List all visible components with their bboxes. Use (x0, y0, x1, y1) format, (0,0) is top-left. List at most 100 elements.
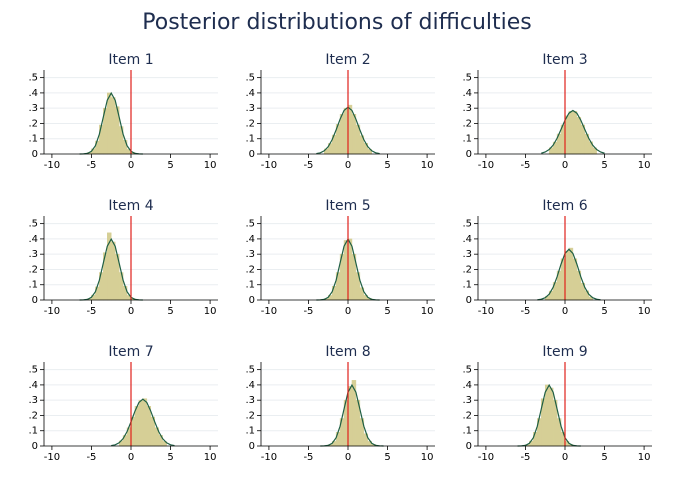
y-tick-label: .4 (462, 380, 472, 391)
y-tick-label: .1 (28, 280, 38, 291)
density-line (79, 91, 143, 155)
x-tick-label: 5 (601, 160, 607, 171)
x-tick-label: 0 (128, 452, 134, 463)
y-tick-label: .2 (245, 410, 255, 421)
histogram-bar (568, 110, 574, 155)
histogram-bar (351, 114, 357, 155)
y-tick-label: .3 (245, 103, 255, 114)
y-tick-label: .2 (28, 410, 38, 421)
x-tick-label: 5 (167, 306, 173, 317)
histogram-bar (110, 97, 116, 155)
x-tick-label: -10 (261, 306, 277, 317)
chart-title: Posterior distributions of difficulties (142, 10, 531, 35)
y-tick-label: .4 (245, 380, 255, 391)
y-tick-label: .5 (462, 73, 472, 84)
x-tick-label: 10 (421, 452, 434, 463)
histogram-bar (568, 247, 574, 301)
x-tick-label: 5 (384, 306, 390, 317)
x-tick-label: 5 (167, 160, 173, 171)
x-tick-label: -10 (44, 160, 60, 171)
x-tick-label: -10 (478, 160, 494, 171)
x-tick-label: 10 (638, 160, 651, 171)
x-tick-label: -5 (86, 160, 96, 171)
histogram-bar (146, 406, 152, 447)
x-tick-label: 10 (204, 306, 217, 317)
histogram-bar (576, 117, 582, 155)
x-tick-label: -10 (261, 160, 277, 171)
y-tick-label: .3 (462, 395, 472, 406)
x-tick-label: -5 (303, 452, 313, 463)
x-tick-label: -10 (478, 306, 494, 317)
y-tick-label: .4 (28, 88, 38, 99)
x-tick-label: 5 (601, 306, 607, 317)
x-tick-label: 5 (167, 452, 173, 463)
histogram-bar (134, 406, 140, 447)
x-tick-label: 5 (384, 160, 390, 171)
density-line (517, 383, 581, 447)
histogram-bar (107, 92, 112, 155)
y-tick-label: .4 (245, 234, 255, 245)
x-tick-label: 0 (128, 306, 134, 317)
panel-title: Item 6 (542, 198, 587, 214)
y-tick-label: .2 (245, 118, 255, 129)
density-line (537, 248, 601, 301)
panel-title: Item 1 (108, 52, 153, 68)
x-tick-label: -10 (44, 306, 60, 317)
histogram-bar (142, 398, 148, 447)
x-tick-label: -5 (520, 452, 530, 463)
panel-title: Item 7 (108, 344, 153, 360)
x-tick-label: 10 (638, 306, 651, 317)
y-tick-label: .4 (462, 234, 472, 245)
y-tick-label: .3 (28, 249, 38, 260)
x-tick-label: 10 (421, 306, 434, 317)
y-tick-label: 0 (249, 441, 255, 452)
x-tick-label: 0 (562, 452, 568, 463)
histogram-bar (572, 258, 578, 301)
x-tick-label: -5 (520, 160, 530, 171)
y-tick-label: .1 (462, 134, 472, 145)
y-tick-label: 0 (32, 295, 38, 306)
y-tick-label: .2 (245, 264, 255, 275)
histogram-bar (138, 399, 144, 447)
x-tick-label: 10 (421, 160, 434, 171)
density-line (111, 398, 175, 447)
y-tick-label: .5 (245, 365, 255, 376)
x-tick-label: -10 (44, 452, 60, 463)
histogram-bar (339, 114, 345, 155)
y-tick-label: .4 (28, 234, 38, 245)
y-tick-label: .1 (462, 426, 472, 437)
y-tick-label: 0 (466, 149, 472, 160)
x-tick-label: 0 (562, 306, 568, 317)
y-tick-label: .5 (28, 73, 38, 84)
histogram-bar (110, 241, 116, 301)
x-tick-label: 0 (345, 160, 351, 171)
y-tick-label: .1 (245, 280, 255, 291)
y-tick-label: 0 (466, 441, 472, 452)
y-tick-label: .5 (462, 365, 472, 376)
y-tick-label: .3 (245, 249, 255, 260)
x-tick-label: 10 (204, 160, 217, 171)
y-tick-label: 0 (249, 149, 255, 160)
y-tick-label: .4 (245, 88, 255, 99)
panel-title: Item 9 (542, 344, 587, 360)
y-tick-label: .1 (462, 280, 472, 291)
y-tick-label: 0 (32, 441, 38, 452)
y-tick-label: .5 (28, 219, 38, 230)
panel-title: Item 8 (325, 344, 370, 360)
histogram-bar (544, 384, 550, 447)
panel-title: Item 5 (325, 198, 370, 214)
x-tick-label: -10 (261, 452, 277, 463)
density-line (320, 383, 384, 447)
x-tick-label: 10 (204, 452, 217, 463)
x-tick-label: -5 (86, 452, 96, 463)
x-tick-label: -5 (303, 160, 313, 171)
x-tick-label: 5 (384, 452, 390, 463)
y-tick-label: .4 (28, 380, 38, 391)
y-tick-label: .3 (28, 103, 38, 114)
y-tick-label: .2 (462, 410, 472, 421)
x-tick-label: 5 (601, 452, 607, 463)
y-tick-label: .2 (462, 118, 472, 129)
density-line (541, 109, 605, 154)
